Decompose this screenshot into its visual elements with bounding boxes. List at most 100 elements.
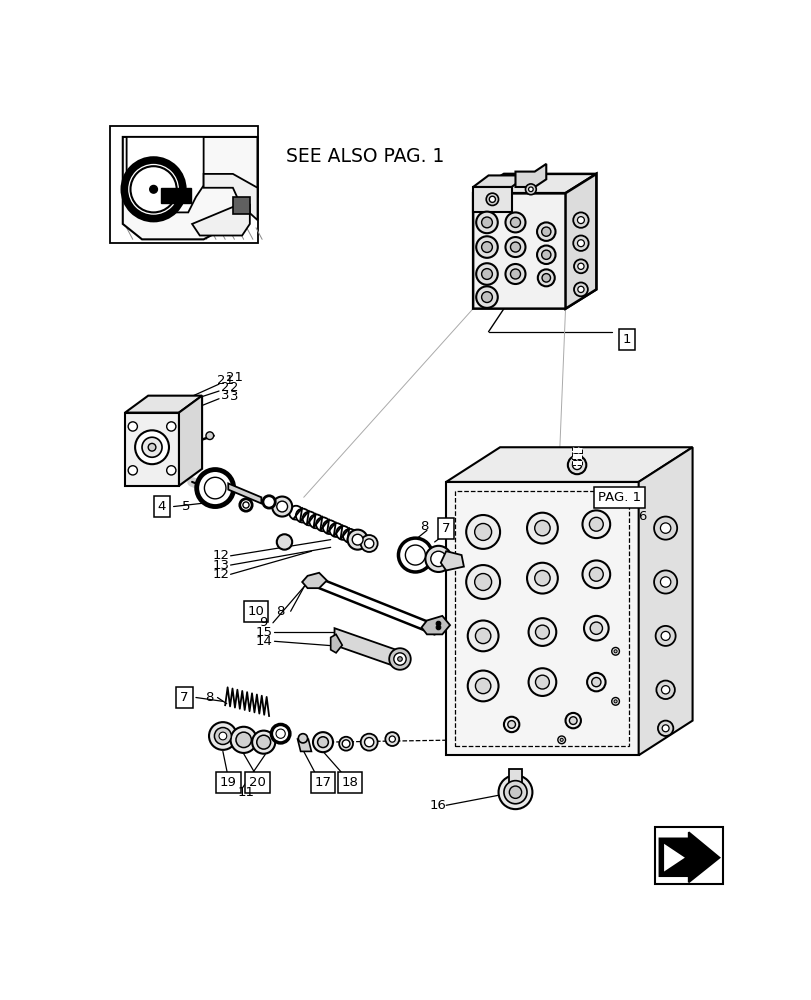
Circle shape <box>385 732 399 746</box>
Circle shape <box>573 259 587 273</box>
Circle shape <box>474 574 491 590</box>
Polygon shape <box>127 137 204 212</box>
Polygon shape <box>564 174 595 309</box>
Bar <box>571 447 581 453</box>
Circle shape <box>654 517 676 540</box>
Text: 12: 12 <box>212 568 229 581</box>
Text: 8: 8 <box>276 605 285 618</box>
Text: 2: 2 <box>221 381 230 394</box>
Circle shape <box>341 740 350 748</box>
Circle shape <box>239 499 252 511</box>
Circle shape <box>534 520 550 536</box>
Text: 7: 7 <box>441 522 450 535</box>
Circle shape <box>577 217 584 224</box>
Circle shape <box>504 264 525 284</box>
Circle shape <box>661 725 668 732</box>
Text: 8: 8 <box>419 520 427 533</box>
Circle shape <box>236 732 251 748</box>
Bar <box>109 126 257 243</box>
Circle shape <box>360 734 377 751</box>
Text: 3: 3 <box>221 389 230 402</box>
Text: 11: 11 <box>237 786 254 799</box>
Text: 2: 2 <box>230 381 238 394</box>
Circle shape <box>611 698 619 705</box>
Circle shape <box>347 530 367 550</box>
Polygon shape <box>638 447 692 755</box>
Circle shape <box>342 529 356 543</box>
Circle shape <box>534 570 550 586</box>
Circle shape <box>214 728 231 744</box>
Circle shape <box>425 546 451 572</box>
Circle shape <box>339 737 353 751</box>
Circle shape <box>510 217 520 227</box>
Text: 10: 10 <box>247 605 264 618</box>
Circle shape <box>303 512 316 525</box>
Text: 8: 8 <box>205 691 214 704</box>
Circle shape <box>589 517 603 531</box>
Circle shape <box>124 160 182 219</box>
Polygon shape <box>473 174 595 193</box>
Circle shape <box>661 686 669 694</box>
Circle shape <box>208 722 237 750</box>
Circle shape <box>206 432 213 440</box>
Circle shape <box>510 269 520 279</box>
Circle shape <box>508 786 521 798</box>
Circle shape <box>542 274 550 282</box>
Circle shape <box>489 196 495 202</box>
Circle shape <box>577 286 583 293</box>
Polygon shape <box>659 832 719 882</box>
Circle shape <box>219 732 226 740</box>
Polygon shape <box>125 413 178 486</box>
Circle shape <box>528 187 533 192</box>
Circle shape <box>525 184 535 195</box>
Text: 14: 14 <box>255 635 272 648</box>
Circle shape <box>591 677 600 687</box>
Circle shape <box>567 456 586 474</box>
Circle shape <box>526 513 557 544</box>
Circle shape <box>323 520 337 534</box>
Circle shape <box>271 724 290 743</box>
Text: 13: 13 <box>212 559 229 572</box>
Circle shape <box>589 567 603 581</box>
Circle shape <box>526 563 557 594</box>
Polygon shape <box>122 137 257 239</box>
Text: 18: 18 <box>341 776 358 789</box>
Circle shape <box>481 242 491 252</box>
Circle shape <box>659 523 670 533</box>
Circle shape <box>534 675 549 689</box>
Circle shape <box>536 246 555 264</box>
Circle shape <box>590 622 602 634</box>
Bar <box>571 453 581 459</box>
Text: 1: 1 <box>622 333 631 346</box>
Circle shape <box>149 185 157 193</box>
Circle shape <box>397 657 401 661</box>
Polygon shape <box>473 175 526 187</box>
Circle shape <box>315 517 329 531</box>
Circle shape <box>135 430 169 464</box>
Polygon shape <box>178 396 202 486</box>
Circle shape <box>659 577 670 587</box>
Bar <box>233 197 250 214</box>
Circle shape <box>583 616 608 641</box>
Circle shape <box>557 736 564 744</box>
Circle shape <box>581 510 609 538</box>
Text: 12: 12 <box>212 549 229 562</box>
Circle shape <box>536 222 555 241</box>
Circle shape <box>467 620 498 651</box>
Circle shape <box>128 466 137 475</box>
Polygon shape <box>192 205 250 235</box>
Circle shape <box>166 466 176 475</box>
Polygon shape <box>228 483 261 503</box>
Polygon shape <box>515 164 546 187</box>
Circle shape <box>541 227 550 236</box>
Circle shape <box>436 621 440 626</box>
Circle shape <box>329 523 343 537</box>
Text: PAG. 1: PAG. 1 <box>597 491 640 504</box>
Polygon shape <box>473 174 595 309</box>
Circle shape <box>657 721 672 736</box>
Circle shape <box>131 166 177 212</box>
Text: 21: 21 <box>217 374 234 387</box>
Circle shape <box>252 731 275 754</box>
Circle shape <box>277 501 287 512</box>
Circle shape <box>263 496 275 508</box>
